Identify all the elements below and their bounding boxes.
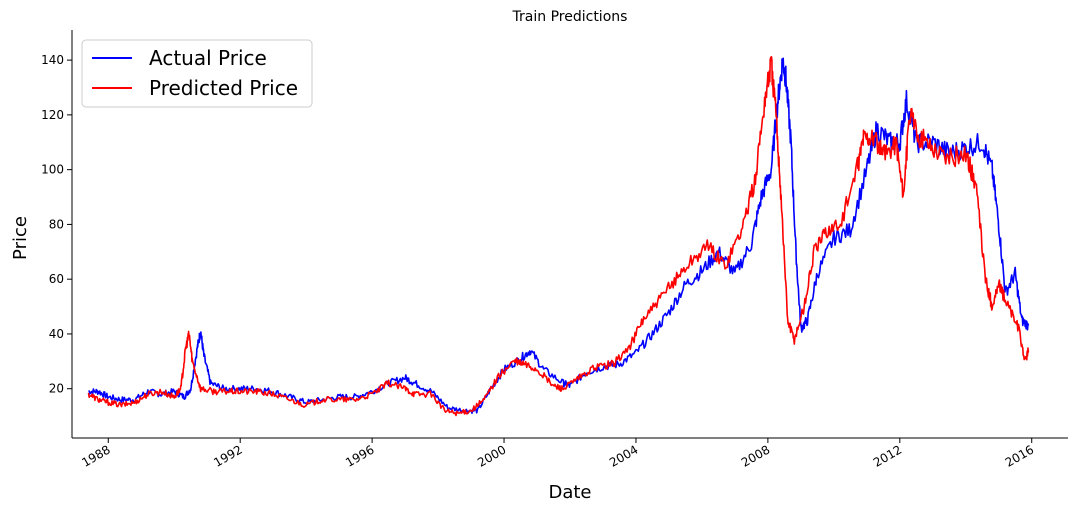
y-tick-label: 100	[41, 163, 64, 177]
y-tick-label: 20	[49, 382, 64, 396]
y-ticks: 20 40 60 80 100 120 140	[41, 53, 72, 396]
legend-box	[81, 39, 313, 108]
series-line-predicted	[87, 55, 1030, 417]
y-axis-title: Price	[10, 216, 31, 260]
x-ticks: 1988 1992 1996 2000 2004 2008 2012 2016	[79, 438, 1036, 470]
x-tick-label: 2004	[607, 442, 640, 469]
legend-label-predicted: Predicted Price	[149, 76, 298, 100]
x-tick-label: 2000	[475, 442, 508, 469]
x-tick-label: 2016	[1003, 442, 1036, 469]
y-tick-label: 120	[41, 108, 64, 122]
plot-area	[87, 55, 1030, 417]
y-tick-label: 80	[49, 217, 64, 231]
chart-title: Train Predictions	[512, 9, 628, 25]
series-line-actual	[88, 57, 1030, 415]
x-tick-label: 1992	[211, 442, 244, 469]
legend: Actual Price Predicted Price	[81, 39, 313, 108]
x-tick-label: 1988	[79, 442, 112, 469]
x-tick-label: 2012	[871, 442, 904, 469]
x-tick-label: 2008	[739, 442, 772, 469]
y-tick-label: 140	[41, 53, 64, 67]
y-tick-label: 60	[49, 272, 64, 286]
x-tick-label: 1996	[343, 442, 376, 469]
legend-label-actual: Actual Price	[149, 46, 267, 70]
y-tick-label: 40	[49, 327, 64, 341]
x-axis-title: Date	[548, 482, 591, 503]
